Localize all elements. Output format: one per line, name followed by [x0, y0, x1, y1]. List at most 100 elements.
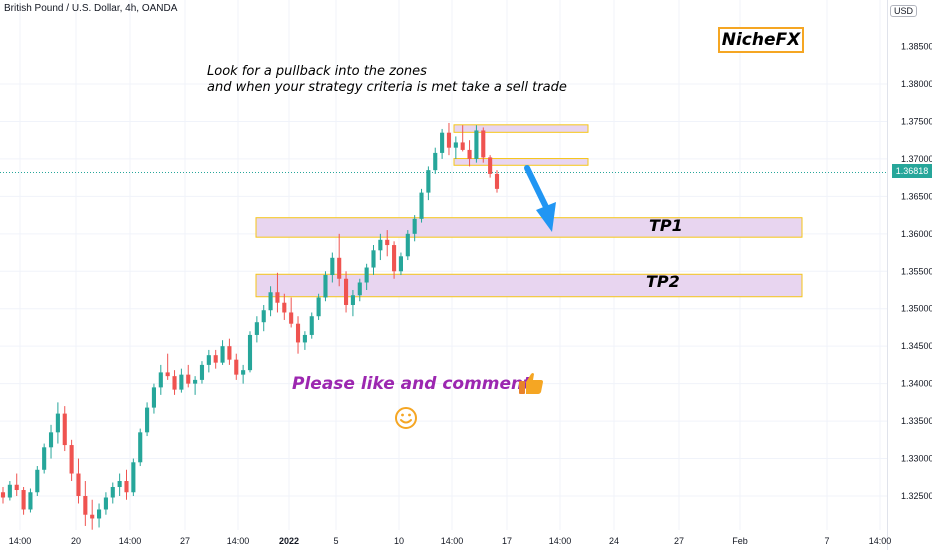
candle-body [275, 292, 280, 303]
candle-body [193, 379, 198, 384]
candle-body [35, 469, 40, 493]
candle-body [323, 275, 328, 298]
candle-body [316, 297, 321, 317]
candle-body [227, 346, 232, 360]
sell-arrow [524, 165, 556, 232]
candle-body [165, 372, 170, 377]
candle-body [295, 323, 301, 343]
price-tick-label: 1.33500 [901, 416, 932, 426]
time-tick-label: 14:00 [227, 536, 250, 546]
candle-body [392, 245, 397, 272]
candle-body [419, 192, 424, 219]
candle-body [220, 346, 225, 363]
price-tick-label: 1.35000 [901, 304, 932, 314]
candles [0, 122, 500, 530]
candle-body [357, 282, 362, 296]
candle-body [83, 496, 88, 515]
time-tick-label: 10 [394, 536, 404, 546]
candle-body [467, 149, 472, 159]
tp2-label: TP2 [646, 272, 680, 291]
current-price-tag: 1.36818 [892, 164, 932, 178]
candle-body [488, 157, 493, 174]
candle-body [117, 481, 122, 488]
time-tick-label: Feb [732, 536, 748, 546]
time-axis: 14:00 20 14:00 27 14:00 2022 5 10 14:00 17 14:00 24… [9, 536, 892, 546]
candle-body [453, 142, 458, 148]
grid-lines [0, 0, 887, 530]
candle-body [234, 359, 239, 375]
time-tick-label: 2022 [279, 536, 299, 546]
candle-body [158, 372, 163, 388]
trade-note-line1: Look for a pullback into the zones [207, 64, 427, 79]
candle-body [268, 292, 273, 311]
time-tick-label: 17 [502, 536, 512, 546]
arrow-shaft [524, 165, 549, 210]
candle-body [350, 295, 355, 305]
candle-body [14, 484, 19, 491]
candle-body [309, 316, 314, 335]
candle-body [337, 257, 342, 279]
price-tick-label: 1.34000 [901, 379, 932, 389]
candle-body [446, 132, 452, 148]
candle-body [282, 302, 287, 313]
zone-1 [453, 124, 589, 133]
candle-body [474, 130, 479, 159]
price-axis: 1.38000 1.37500 1.37000 1.36500 1.36000 1.355… [901, 42, 932, 501]
candle-body [96, 509, 102, 519]
candle-body [42, 447, 47, 470]
price-tick-label: 1.35500 [901, 266, 932, 276]
zone-2 [453, 158, 589, 166]
time-tick-label: 14:00 [9, 536, 32, 546]
price-tick-label-partial: 1.38500 [901, 42, 932, 52]
candle-body [138, 432, 143, 463]
candle-body [0, 492, 6, 498]
time-tick-label: 7 [824, 536, 829, 546]
zone-4 [255, 273, 803, 298]
candle-body [378, 239, 383, 251]
candle-body [48, 432, 54, 448]
candle-body [55, 413, 60, 433]
candle-body [199, 364, 205, 380]
candle-body [343, 278, 349, 305]
candle-body [247, 334, 253, 371]
thumbs-up-icon [519, 373, 543, 394]
candle-body [103, 497, 108, 510]
candle-body [385, 239, 390, 246]
candle-body [28, 492, 33, 510]
price-tick-label: 1.36500 [901, 191, 932, 201]
time-tick-label: 24 [609, 536, 619, 546]
price-tick-label: 1.33000 [901, 454, 932, 464]
candle-body [110, 487, 115, 498]
price-tick-label: 1.37500 [901, 116, 932, 126]
candle-body [494, 173, 500, 189]
candle-body [460, 142, 465, 150]
candle-body [186, 374, 191, 384]
candle-body [21, 490, 26, 510]
price-tick-label: 1.34500 [901, 341, 932, 351]
candle-body [481, 130, 486, 158]
candle-body [412, 218, 417, 234]
price-tick-label: 1.32500 [901, 491, 932, 501]
brand-label: NicheFX [718, 27, 804, 53]
arrow-head [536, 202, 556, 232]
candle-body [172, 376, 177, 390]
symbol-title: British Pound / U.S. Dollar, 4h, OANDA [4, 3, 178, 14]
candle-body [440, 132, 445, 153]
time-tick-label: 14:00 [549, 536, 572, 546]
currency-badge[interactable]: USD [890, 5, 918, 17]
price-tick-label: 1.36000 [901, 229, 932, 239]
candle-body [405, 233, 410, 257]
trade-note-line2: and when your strategy criteria is met t… [207, 80, 567, 95]
smiley-icon [395, 407, 417, 429]
time-tick-label: 27 [180, 536, 190, 546]
candle-body [131, 462, 136, 493]
candle-body [90, 514, 95, 519]
candle-body [151, 387, 157, 408]
time-tick-label: 27 [674, 536, 684, 546]
candle-body [302, 334, 307, 343]
candle-body [433, 152, 438, 171]
candle-body [364, 267, 369, 283]
candle-body [76, 473, 81, 496]
candle-body [398, 256, 404, 272]
